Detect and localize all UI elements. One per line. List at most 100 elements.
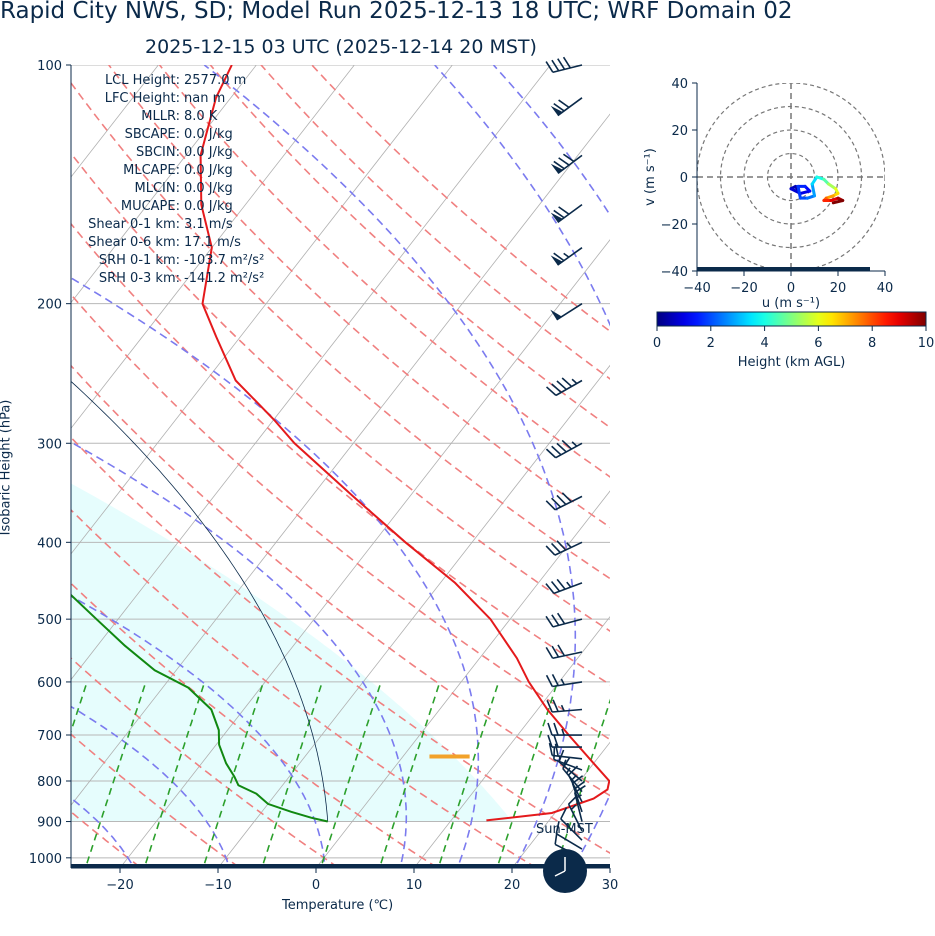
y-tick-label: 700	[37, 729, 62, 744]
y-tick-label: 100	[37, 59, 62, 74]
barb-half	[570, 804, 577, 811]
wind-barb	[550, 153, 583, 174]
stat-row: LFC Height: nan m	[60, 90, 264, 108]
barb-full	[556, 540, 567, 551]
colorbar-tick-label: 8	[868, 336, 876, 351]
stat-label: MLLR:	[141, 109, 180, 124]
barb-full	[556, 578, 566, 590]
isotherm-line	[71, 65, 355, 429]
skewt-plot-area	[71, 65, 610, 868]
wind-barb	[545, 492, 583, 511]
stat-row: SRH 0-3 km: -141.2 m²/s²	[60, 270, 264, 288]
wind-barb	[545, 578, 583, 595]
stat-value: nan m	[184, 91, 226, 106]
stat-label: Shear 0-1 km:	[88, 217, 180, 232]
moist-adiabat	[71, 276, 480, 868]
y-tick-label: 300	[37, 437, 62, 452]
barb-staff	[552, 754, 583, 760]
barb-staff	[573, 792, 583, 822]
stat-label: MLCAPE:	[123, 163, 180, 178]
hodo-x-label: u (m s⁻¹)	[762, 296, 820, 311]
barb-full	[562, 153, 575, 163]
mixing-ratio-line	[378, 681, 441, 868]
barb-full	[547, 734, 553, 748]
barb-full	[553, 734, 559, 748]
isotherm-line	[315, 490, 610, 868]
stat-row: MUCAPE: 0.0 J/kg	[60, 198, 264, 216]
dry-adiabat	[71, 436, 610, 855]
barb-full	[553, 252, 565, 262]
isotherm-line	[71, 65, 551, 681]
wind-barb	[550, 203, 583, 223]
mixing-ratio-line	[84, 681, 147, 868]
stat-row: Shear 0-1 km: 3.1 m/s	[60, 216, 264, 234]
barb-full	[552, 699, 559, 712]
barb-full	[556, 442, 567, 453]
surface-bar	[71, 864, 610, 868]
dry-adiabat	[71, 733, 242, 868]
barb-half	[566, 542, 572, 548]
dry-adiabat	[71, 810, 143, 868]
barb-full	[545, 646, 554, 659]
stat-label: SBCAPE:	[124, 127, 180, 142]
barb-staff	[571, 783, 583, 813]
barb-staff	[557, 154, 583, 174]
colorbar-tick-label: 4	[760, 336, 768, 351]
barb-staff	[552, 681, 583, 688]
dry-adiabat	[71, 222, 610, 686]
barb-staff	[556, 302, 583, 321]
barb-half	[566, 581, 572, 588]
barb-half	[562, 759, 567, 766]
stat-label: Shear 0-6 km:	[88, 235, 180, 250]
hodo-bottom-bar	[697, 267, 870, 271]
sun-clock-label: Sun-MST	[536, 822, 593, 837]
wind-barb	[545, 644, 583, 660]
barb-full	[556, 612, 566, 625]
hodo-y-tick-label: 40	[671, 77, 688, 92]
barb-full	[551, 673, 559, 686]
hodo-x-tick-label: 0	[787, 281, 795, 296]
stat-row: SRH 0-1 km: -103.7 m²/s²	[60, 252, 264, 270]
dry-adiabat	[71, 364, 610, 797]
stat-label: SRH 0-1 km:	[98, 253, 180, 268]
dry-adiabat	[71, 657, 341, 868]
isotherm-line	[413, 616, 610, 868]
barb-staff	[567, 803, 583, 832]
barb-full	[550, 542, 561, 554]
dewpoint-line	[71, 593, 328, 823]
wind-barb	[545, 673, 583, 688]
stat-row: SBCAPE: 0.0 J/kg	[60, 126, 264, 144]
barb-full	[545, 674, 554, 687]
barb-full	[554, 743, 559, 757]
wind-barb	[545, 540, 583, 556]
stat-value: 0.0 J/kg	[184, 199, 233, 214]
barb-flag	[550, 105, 563, 116]
barb-staff	[553, 758, 583, 771]
wind-barb	[545, 56, 583, 74]
hodo-trace-segment	[810, 182, 816, 198]
stat-value: 3.1 m/s	[184, 217, 233, 232]
sounding-stats: LCL Height: 2577.0 m LFC Height: nan m MLL…	[60, 72, 264, 288]
barb-staff	[555, 442, 583, 459]
y-tick-label: 800	[37, 775, 62, 790]
barb-full	[553, 102, 565, 112]
mixing-ratio-line	[496, 681, 559, 868]
barb-staff	[552, 651, 583, 660]
barb-full	[558, 157, 570, 166]
stat-label: MLCIN:	[134, 181, 180, 196]
hodo-x-tick-label: −40	[683, 281, 710, 296]
hodo-x-tick-label: −20	[730, 281, 757, 296]
parcel-path	[71, 380, 329, 822]
x-axis-label: Temperature (℃)	[282, 898, 394, 913]
stat-row: MLLR: 8.0 K	[60, 108, 264, 126]
barb-staff	[557, 97, 583, 117]
stat-value: -103.7 m²/s²	[184, 253, 265, 268]
barb-full	[551, 383, 562, 393]
x-tick-label: 20	[504, 878, 521, 893]
barb-full	[553, 722, 559, 736]
mixing-ratio-line	[554, 698, 610, 868]
barb-staff	[555, 832, 583, 850]
wind-barb	[555, 821, 583, 850]
hodo-trace-segment	[831, 199, 845, 205]
barb-full	[556, 494, 567, 505]
